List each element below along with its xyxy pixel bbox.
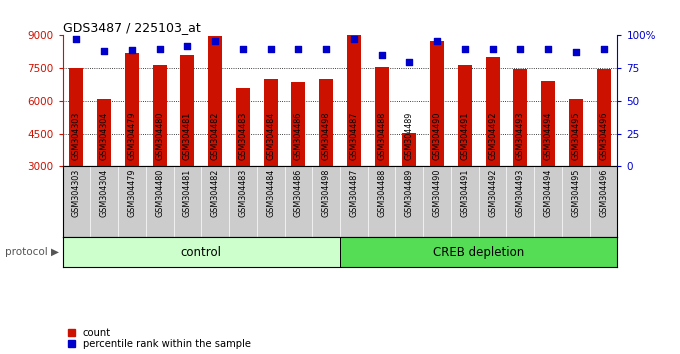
Point [432,38,443,44]
Text: GSM304484: GSM304484 [266,169,275,217]
Point [348,36,359,42]
Point [487,46,498,51]
Bar [430,41,444,166]
Bar [513,69,527,166]
Text: GSM304303: GSM304303 [72,169,81,217]
Text: control: control [181,246,222,259]
Bar [63,237,340,267]
Text: GSM304483: GSM304483 [239,169,248,217]
Bar [403,133,416,166]
Bar [347,35,361,166]
Bar [292,82,305,166]
Point [515,46,526,51]
Point [293,46,304,51]
Text: GSM304481: GSM304481 [183,169,192,217]
Bar [69,68,84,166]
Bar [319,79,333,166]
Text: GSM304490: GSM304490 [432,169,441,217]
Bar [486,57,500,166]
Bar [541,81,555,166]
Bar [340,237,617,267]
Text: GSM304486: GSM304486 [294,169,303,217]
Text: GSM304498: GSM304498 [322,169,330,217]
Point [209,38,220,44]
Text: GSM304480: GSM304480 [155,169,164,217]
Point [237,46,248,51]
Point [71,36,82,42]
Legend: count, percentile rank within the sample: count, percentile rank within the sample [67,327,250,349]
Bar [180,55,194,166]
Point [571,50,581,55]
Point [154,46,165,51]
Text: GSM304494: GSM304494 [543,169,553,217]
Text: CREB depletion: CREB depletion [433,246,524,259]
Point [404,59,415,64]
Bar [569,99,583,166]
Text: GSM304479: GSM304479 [127,169,137,217]
Point [182,43,193,49]
Bar [236,88,250,166]
Point [126,47,137,53]
Point [543,46,554,51]
Text: GSM304492: GSM304492 [488,169,497,217]
Text: GSM304482: GSM304482 [211,169,220,217]
Text: GSM304493: GSM304493 [516,169,525,217]
Point [460,46,471,51]
Text: GSM304496: GSM304496 [599,169,608,217]
Bar [125,53,139,166]
Bar [375,67,388,166]
Text: GSM304491: GSM304491 [460,169,469,217]
Bar [264,79,277,166]
Text: GSM304488: GSM304488 [377,169,386,217]
Text: GDS3487 / 225103_at: GDS3487 / 225103_at [63,21,201,34]
Text: GSM304495: GSM304495 [571,169,580,217]
Text: GSM304304: GSM304304 [100,169,109,217]
Bar [208,36,222,166]
Text: GSM304489: GSM304489 [405,169,414,217]
Bar [596,69,611,166]
Bar [153,65,167,166]
Point [376,52,387,58]
Bar [97,99,111,166]
Point [321,46,332,51]
Text: protocol ▶: protocol ▶ [5,247,59,257]
Text: GSM304487: GSM304487 [350,169,358,217]
Point [598,46,609,51]
Bar [458,65,472,166]
Point [99,48,109,54]
Point [265,46,276,51]
